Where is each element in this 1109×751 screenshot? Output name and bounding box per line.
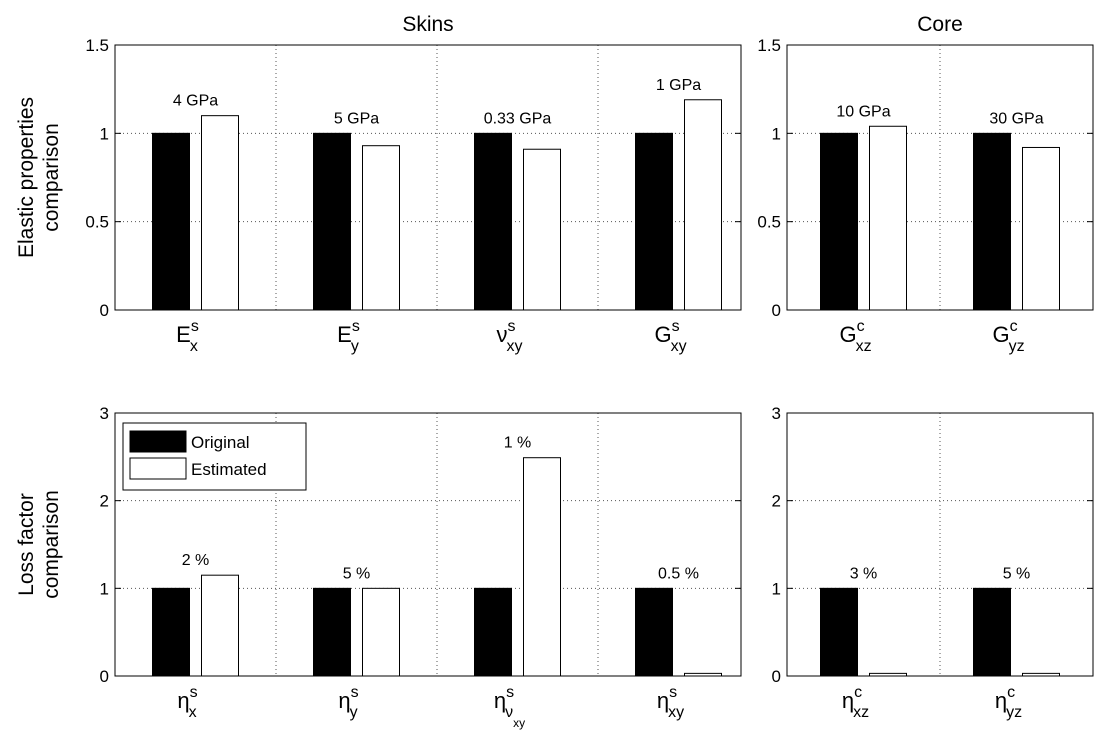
y-tick-label: 1 — [772, 579, 781, 598]
x-tick-label: Es y — [337, 318, 360, 355]
y-tick-label: 1 — [772, 124, 781, 143]
value-annotation: 1 % — [504, 435, 532, 452]
panel-4: 0 1 2 3 3 % ηc xz 5 % ηc yz — [772, 404, 1094, 721]
bar-original — [313, 132, 351, 311]
x-tick-label: Gc xz — [839, 318, 871, 355]
y-tick-label: 2 — [772, 492, 781, 511]
y-tick-label: 2 — [100, 492, 109, 511]
panel-1: 0 0.5 1 1.5 4 GPa Es x 5 GPa Es y 0.33 GPa νs xy 1 GP… — [15, 13, 742, 355]
y-tick-label: 1 — [100, 124, 109, 143]
y-axis-label: Elastic propertiescomparison — [15, 97, 63, 258]
bar-original — [635, 587, 673, 677]
y-tick-label: 0.5 — [757, 213, 781, 232]
value-annotation: 1 GPa — [656, 77, 701, 94]
axes-frame — [114, 44, 742, 311]
bar-original — [820, 132, 858, 311]
x-tick-label: Es x — [176, 318, 199, 355]
value-annotation: 5 % — [343, 565, 371, 582]
y-tick-label: 1 — [100, 579, 109, 598]
panel-title: Core — [917, 13, 963, 36]
value-annotation: 30 GPa — [989, 110, 1043, 127]
y-tick-label: 3 — [100, 404, 109, 423]
bar-estimated — [201, 115, 239, 311]
y-axis-label: Loss factorcomparison — [15, 490, 63, 599]
bar-original — [152, 132, 190, 311]
panel-title: Skins — [402, 13, 453, 36]
y-tick-label: 0 — [100, 301, 109, 320]
bar-original — [474, 587, 512, 677]
value-annotation: 5 % — [1003, 565, 1031, 582]
x-tick-label: ηc yz — [995, 684, 1022, 721]
bar-original — [152, 587, 190, 677]
y-tick-label: 1.5 — [757, 36, 781, 55]
value-annotation: 0.5 % — [658, 565, 699, 582]
x-tick-label: ηs y — [338, 684, 358, 721]
x-tick-label: ηc xz — [842, 684, 869, 721]
axes-frame — [114, 412, 742, 677]
x-tick-label: ηs νxy — [494, 684, 525, 730]
bar-estimated — [523, 148, 561, 311]
y-tick-label: 1.5 — [85, 36, 109, 55]
panel-3: 0 1 2 3 2 % ηs x 5 % ηs y 1 % ηs νxy 0.5 % ηs xy Loss fa… — [15, 404, 742, 730]
bar-estimated — [869, 125, 907, 311]
bar-original — [973, 132, 1011, 311]
bar-original — [820, 587, 858, 677]
legend-swatch-estimated — [129, 457, 187, 480]
value-annotation: 4 GPa — [173, 93, 218, 110]
bar-estimated — [1022, 146, 1060, 311]
bar-estimated — [362, 145, 400, 311]
bar-original — [635, 132, 673, 311]
bar-original — [474, 132, 512, 311]
legend: Original Estimated — [122, 422, 307, 491]
bar-original — [313, 587, 351, 677]
x-tick-label: Gs xy — [654, 318, 686, 355]
value-annotation: 2 % — [182, 552, 210, 569]
bar-estimated — [523, 457, 561, 677]
panel-2: 0 0.5 1 1.5 10 GPa Gc xz 30 GPa Gc yz Core — [757, 13, 1094, 355]
value-annotation: 10 GPa — [836, 103, 890, 120]
legend-label-estimated: Estimated — [191, 460, 267, 479]
bar-estimated — [362, 587, 400, 677]
bar-estimated — [684, 99, 722, 311]
value-annotation: 3 % — [850, 565, 878, 582]
value-annotation: 5 GPa — [334, 110, 379, 127]
axes-frame — [786, 44, 1094, 311]
bar-original — [973, 587, 1011, 677]
value-annotation: 0.33 GPa — [484, 110, 552, 127]
x-tick-label: ηs xy — [657, 684, 684, 721]
x-tick-label: νs xy — [497, 318, 523, 355]
axes-frame — [786, 412, 1094, 677]
x-tick-label: Gc yz — [992, 318, 1024, 355]
x-tick-label: ηs x — [177, 684, 197, 721]
legend-swatch-original — [129, 430, 187, 453]
y-tick-label: 0 — [772, 301, 781, 320]
y-tick-label: 0 — [100, 667, 109, 686]
y-tick-label: 0.5 — [85, 213, 109, 232]
y-tick-label: 0 — [772, 667, 781, 686]
legend-label-original: Original — [191, 433, 250, 452]
bar-estimated — [201, 574, 239, 677]
y-tick-label: 3 — [772, 404, 781, 423]
